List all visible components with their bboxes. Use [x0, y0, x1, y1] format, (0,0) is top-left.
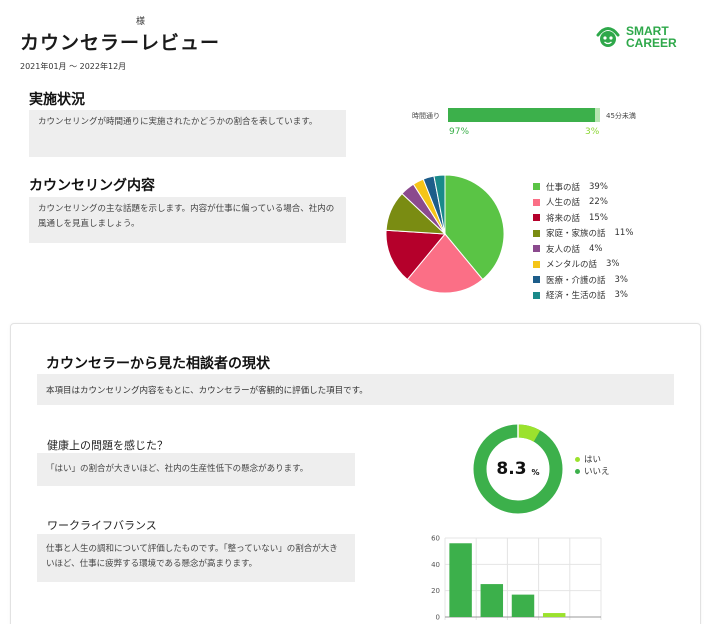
legend-swatch — [533, 183, 540, 191]
pie-slice-8 — [433, 174, 446, 235]
legend-item-2: 人生の話 22% — [533, 195, 673, 211]
under-45-value: 3% — [585, 127, 600, 137]
health-donut-ring — [473, 424, 563, 514]
legend-percent: 3% — [614, 274, 629, 285]
legend-swatch — [533, 245, 540, 253]
health-unit: % — [531, 467, 540, 477]
legend-label: 経済・生活の話 — [546, 291, 606, 302]
legend-percent: 4% — [589, 243, 603, 254]
legend-swatch — [533, 260, 540, 268]
smart-career-logo: SMART CAREER — [594, 23, 694, 51]
status-title: カウンセラーから見た相談者の現状 — [46, 356, 270, 372]
legend-yes-label: はい — [584, 455, 602, 465]
y-tick-label-2: 40 — [431, 561, 440, 569]
legend-item-5: 友人の話 4% — [533, 241, 673, 257]
legend-item-1: 仕事の話 39% — [533, 179, 673, 195]
legend-swatch — [533, 214, 540, 222]
legend-percent: 15% — [589, 212, 608, 223]
legend-item-3: 将来の話 15% — [533, 210, 673, 226]
health-question: 健康上の問題を感じた？ — [47, 439, 168, 452]
y-tick-label-1: 20 — [431, 587, 440, 595]
logo-icon — [596, 27, 620, 47]
legend-percent: 22% — [589, 197, 608, 208]
legend-item-6: メンタルの話 3% — [533, 257, 673, 273]
on-time-progress-fill — [448, 108, 596, 122]
content-description: カウンセリングの主な話題を示します。内容が仕事に偏っている場合、社内の風通しを見… — [29, 197, 346, 243]
legend-swatch — [533, 276, 540, 284]
implementation-title: 実施状況 — [29, 92, 85, 108]
legend-percent: 3% — [614, 290, 629, 301]
bar-4 — [542, 613, 566, 617]
status-note: 本項目はカウンセリング内容をもとに、カウンセラーが客観的に評価した項目です。 — [37, 374, 674, 405]
legend-swatch — [533, 229, 540, 237]
bar-2 — [480, 584, 504, 617]
topic-legend: 仕事の話 39% 人生の話 22% 将来の話 15% 家庭・家族の話 11% 友人の話 4% メンタ… — [533, 179, 673, 303]
work-life-bar-chart: 0 20 40 60 — [431, 535, 602, 622]
y-tick-label-3: 60 — [431, 535, 440, 543]
legend-swatch — [533, 198, 540, 206]
topic-pie-chart — [385, 174, 505, 294]
y-tick-label-0: 0 — [436, 614, 440, 622]
logo-text-line2: CAREER — [626, 36, 677, 50]
legend-yes-dot — [575, 456, 580, 462]
legend-percent: 39% — [589, 181, 608, 192]
content-title: カウンセリング内容 — [29, 178, 155, 194]
pie-slice-1 — [444, 174, 505, 281]
legend-percent: 3% — [606, 259, 620, 270]
honorific: 様 — [136, 17, 146, 27]
legend-label: 家庭・家族の話 — [546, 229, 606, 240]
legend-label: 人生の話 — [546, 198, 581, 209]
implementation-description: カウンセリングが時間通りに実施されたかどうかの割合を表しています。 — [29, 110, 346, 157]
legend-label: 将来の話 — [546, 213, 581, 224]
legend-no: いいえ — [575, 465, 610, 477]
legend-yes: はい — [575, 453, 610, 465]
legend-percent: 11% — [614, 228, 634, 239]
page-title: カウンセラーレビュー — [20, 32, 221, 54]
logo-text-line1: SMART — [626, 24, 669, 38]
under-45-label: 45分未満 — [606, 112, 636, 120]
legend-item-7: 医療・介護の話 3% — [533, 272, 673, 288]
pie-slice-2 — [406, 233, 484, 294]
legend-no-dot — [575, 468, 580, 474]
bar-3 — [511, 594, 535, 617]
health-description: 「はい」の割合が大きいほど、社内の生産性低下の懸念があります。 — [37, 453, 355, 486]
legend-swatch — [533, 291, 540, 299]
bar-1 — [449, 543, 472, 617]
on-time-progress-bar — [448, 108, 600, 122]
legend-item-8: 経済・生活の話 3% — [533, 288, 673, 304]
legend-label: 友人の話 — [546, 244, 581, 255]
legend-label: 医療・介護の話 — [546, 275, 606, 286]
work-life-question: ワークライフバランス — [47, 519, 157, 532]
health-legend: はい いいえ — [575, 453, 610, 477]
pie-slice-3 — [385, 229, 447, 281]
work-life-description: 仕事と人生の調和について評価したものです。「整っていない」の割合が大きいほど、仕… — [37, 534, 355, 582]
on-time-label: 時間通り — [412, 112, 440, 120]
legend-label: 仕事の話 — [546, 182, 581, 193]
legend-no-label: いいえ — [584, 467, 610, 477]
on-time-value: 97% — [449, 127, 470, 137]
legend-item-4: 家庭・家族の話 11% — [533, 226, 673, 242]
health-value: 8.3 — [496, 459, 527, 479]
period-range: 2021年01月 ～ 2022年12月 — [20, 62, 127, 71]
legend-label: メンタルの話 — [546, 260, 598, 271]
health-donut-chart: 8.3 % — [472, 423, 564, 515]
